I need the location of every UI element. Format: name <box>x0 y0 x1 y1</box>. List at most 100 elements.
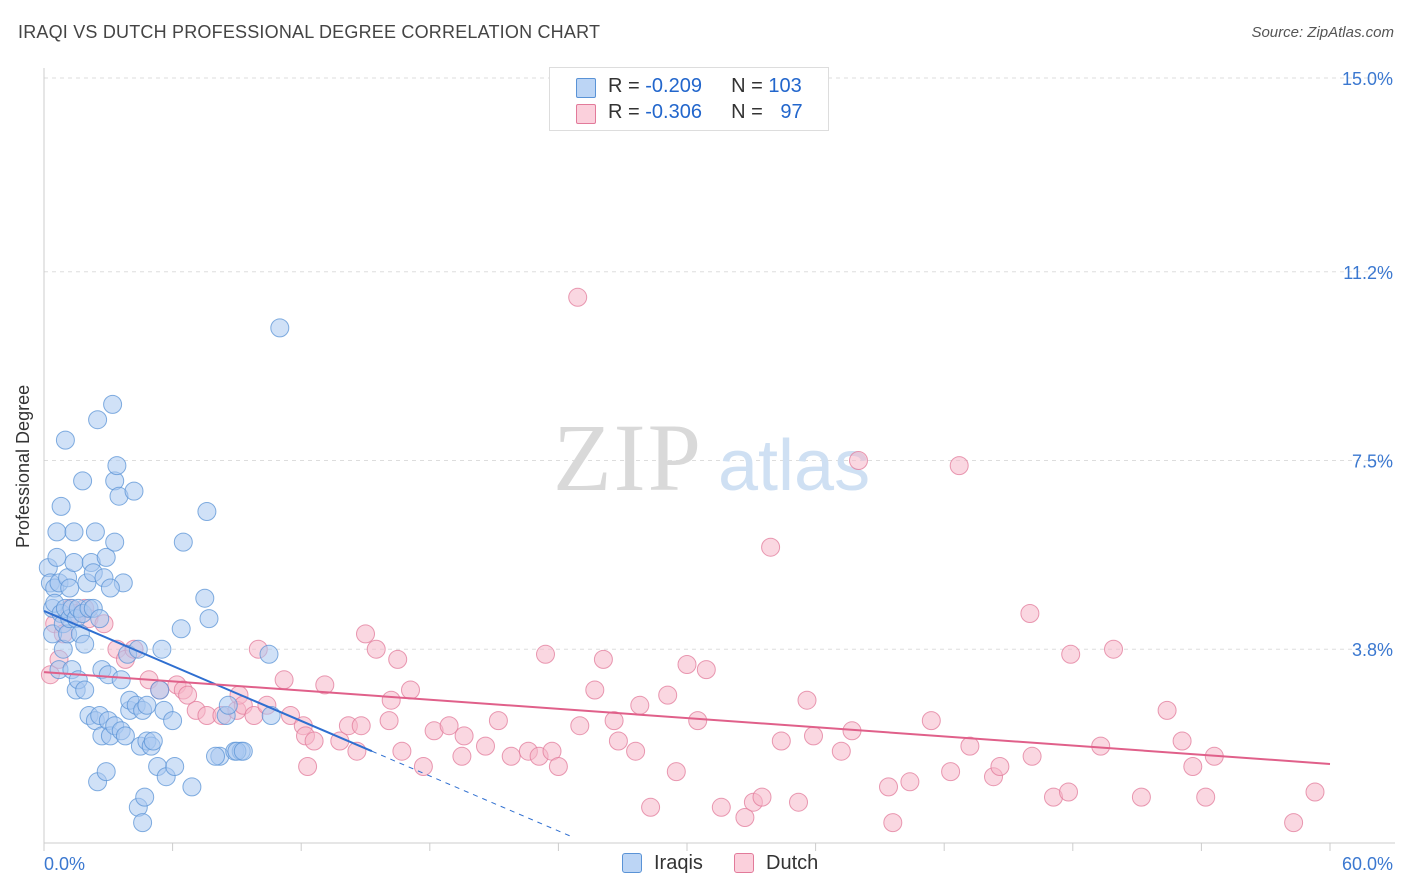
iraqi-point <box>55 430 75 450</box>
iraqis-trend-extension <box>371 750 572 837</box>
iraqi-point <box>137 695 157 715</box>
dutch-point <box>831 741 851 761</box>
iraqi-point <box>88 410 108 430</box>
iraqi-point <box>152 639 172 659</box>
dutch-point <box>570 716 590 736</box>
dutch-point <box>548 757 568 776</box>
gridlines <box>44 77 1395 650</box>
dutch-point <box>568 287 588 307</box>
iraqi-point <box>233 741 253 761</box>
iraqi-point <box>135 787 155 807</box>
iraqi-point <box>165 757 185 776</box>
iraqi-point <box>90 609 110 629</box>
iraqi-point <box>143 731 163 751</box>
bottom-legend-swatch-dutch <box>734 853 754 873</box>
y-tick-label: 11.2% <box>1343 263 1393 283</box>
dutch-point <box>804 726 823 746</box>
dutch-point <box>941 762 961 782</box>
legend-n-value: 97 <box>780 101 803 123</box>
dutch-point <box>641 797 661 817</box>
iraqi-point <box>75 634 95 654</box>
dutch-point <box>789 792 808 812</box>
dutch-point <box>304 731 324 751</box>
dutch-point <box>381 690 401 710</box>
iraqi-point <box>107 456 127 476</box>
iraqi-point <box>64 553 84 572</box>
dutch-point <box>1104 639 1123 659</box>
dutch-point <box>949 456 969 476</box>
iraqi-point <box>75 680 95 700</box>
dutch-point <box>388 649 408 669</box>
dutch-point <box>900 772 920 792</box>
iraqi-point <box>47 522 67 542</box>
dutch-point <box>454 726 474 746</box>
x-tick-label-max: 60.0% <box>1342 854 1393 874</box>
dutch-point <box>356 624 375 644</box>
legend-swatch-iraqis <box>576 78 596 98</box>
dutch-point <box>604 711 624 731</box>
dutch-point <box>351 716 371 736</box>
dutch-point <box>1022 746 1042 766</box>
dutch-point <box>488 711 508 731</box>
iraqi-point <box>73 471 93 491</box>
dutch-point <box>797 690 817 710</box>
correlation-legend: R = -0.209 N = 103 R = -0.306 N = 97 <box>549 67 829 131</box>
legend-r-value: -0.306 <box>645 101 702 123</box>
dutch-trend-line <box>43 671 1331 765</box>
bottom-legend-label-dutch: Dutch <box>766 852 819 874</box>
iraqi-point <box>163 711 183 731</box>
iraqi-point <box>218 695 238 715</box>
iraqi-point <box>270 318 290 338</box>
y-tick-label: 7.5% <box>1352 452 1393 472</box>
tick-labels: 3.8% 7.5% 11.2% 15.0% 0.0% 60.0% <box>44 69 1393 874</box>
dutch-point <box>536 644 555 664</box>
dutch-point <box>608 731 628 751</box>
dutch-point <box>1305 782 1325 802</box>
x-tick-label-min: 0.0% <box>44 854 85 874</box>
dutch-point <box>677 655 697 674</box>
dutch-point <box>990 757 1010 776</box>
dutch-point <box>771 731 791 751</box>
iraqi-point <box>100 578 120 598</box>
iraqi-point <box>206 746 225 766</box>
legend-r-value: -0.209 <box>645 75 702 97</box>
dutch-point <box>696 660 716 680</box>
iraqi-point <box>173 532 193 552</box>
iraqi-point <box>197 502 217 521</box>
iraqi-point <box>199 609 219 629</box>
dutch-point <box>849 451 868 470</box>
dutch-point <box>379 711 399 731</box>
dutch-point <box>274 670 294 690</box>
dutch-point <box>501 746 521 766</box>
dutch-point <box>315 675 335 695</box>
dutch-point <box>752 787 772 807</box>
dutch-point <box>1284 813 1304 833</box>
iraqis-trend-line <box>43 610 373 753</box>
iraqi-point <box>96 547 116 567</box>
dutch-point <box>1020 604 1040 623</box>
iraqi-point <box>259 644 279 664</box>
iraqi-point <box>124 481 144 501</box>
dutch-point <box>666 762 686 782</box>
iraqi-point <box>96 762 116 782</box>
watermark: ZIP atlas <box>553 404 870 511</box>
dutch-point <box>585 680 605 700</box>
legend-n-label: N = <box>731 101 769 123</box>
legend-n-label: N = <box>731 75 769 97</box>
iraqi-point <box>111 670 131 690</box>
dutch-point <box>593 649 613 669</box>
dutch-point <box>879 777 898 797</box>
y-tick-label: 3.8% <box>1352 640 1393 660</box>
iraqi-point <box>182 777 202 797</box>
iraqi-point <box>150 680 170 700</box>
iraqi-point <box>85 522 105 542</box>
dutch-point <box>735 808 755 827</box>
dutch-point <box>658 685 678 705</box>
dutch-point <box>401 680 420 700</box>
iraqi-point <box>47 547 67 567</box>
iraqi-point <box>133 813 153 833</box>
legend-r-label: R = <box>608 101 646 123</box>
axes <box>43 68 1395 851</box>
dutch-point <box>688 711 708 731</box>
